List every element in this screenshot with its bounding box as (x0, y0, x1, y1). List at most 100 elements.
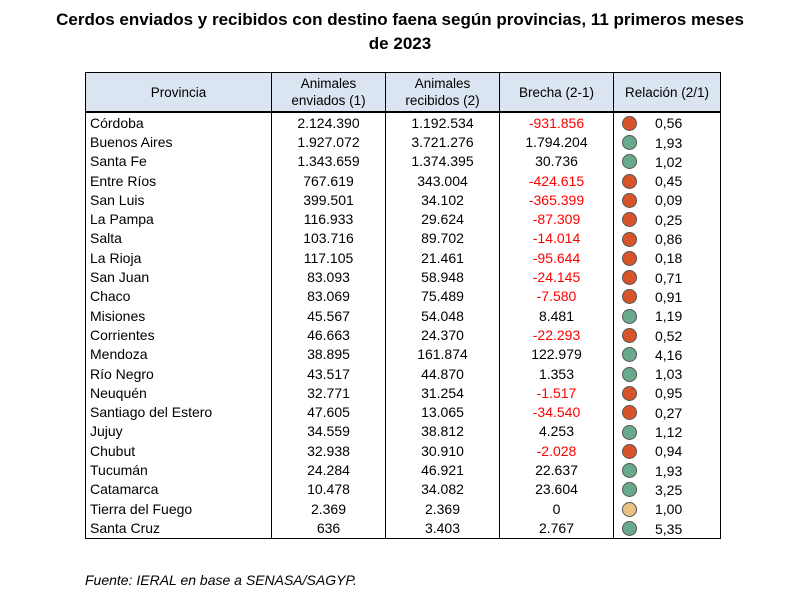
relacion-value: 0,27 (655, 404, 683, 421)
relacion-value: 5,35 (655, 520, 683, 537)
cell-brecha: -424.615 (499, 170, 614, 191)
table-row: Buenos Aires 1.927.072 3.721.276 1.794.204 1… (85, 132, 721, 152)
relacion-value: 1,00 (655, 501, 683, 518)
cell-relacion: 0,09 (613, 190, 721, 210)
cell-recibidos: 1.192.534 (385, 112, 500, 133)
cell-provincia: Jujuy (85, 421, 272, 442)
cell-recibidos: 75.489 (385, 286, 500, 306)
green-circle-icon (622, 347, 637, 363)
cell-brecha: 4.253 (499, 421, 614, 442)
cell-enviados: 43.517 (271, 363, 386, 384)
red-circle-icon (622, 173, 637, 189)
table-row: Río Negro 43.517 44.870 1.353 1,03 (85, 363, 721, 384)
cell-enviados: 38.895 (271, 344, 386, 364)
table-row: La Pampa 116.933 29.624 -87.309 0,25 (85, 209, 721, 229)
relacion-value: 1,93 (655, 134, 683, 151)
yellow-circle-icon (622, 501, 637, 517)
green-circle-icon (622, 308, 637, 324)
table-row: Tucumán 24.284 46.921 22.637 1,93 (85, 460, 721, 480)
cell-brecha: 30.736 (499, 151, 614, 171)
cell-relacion: 0,18 (613, 248, 721, 268)
cell-provincia: Neuquén (85, 383, 272, 403)
cell-provincia: Río Negro (85, 363, 272, 384)
red-circle-icon (622, 328, 637, 344)
table-row: Tierra del Fuego 2.369 2.369 0 1,00 (85, 498, 721, 519)
cell-brecha: 8.481 (499, 305, 614, 326)
cell-recibidos: 54.048 (385, 305, 500, 326)
cell-recibidos: 34.082 (385, 479, 500, 499)
cell-recibidos: 29.624 (385, 209, 500, 229)
cell-provincia: Santa Cruz (85, 518, 272, 539)
cell-provincia: Mendoza (85, 344, 272, 364)
cell-provincia: San Juan (85, 267, 272, 287)
cell-provincia: Tucumán (85, 460, 272, 480)
green-circle-icon (622, 482, 637, 498)
cell-brecha: 1.353 (499, 363, 614, 384)
cell-enviados: 83.093 (271, 267, 386, 287)
cell-provincia: San Luis (85, 190, 272, 210)
table-row: Corrientes 46.663 24.370 -22.293 0,52 (85, 325, 721, 345)
table-row: Córdoba 2.124.390 1.192.534 -931.856 0,56 (85, 112, 721, 133)
relacion-value: 0,95 (655, 385, 683, 402)
relacion-value: 3,25 (655, 481, 683, 498)
cell-provincia: Santa Fe (85, 151, 272, 171)
cell-relacion: 1,03 (613, 363, 721, 384)
cell-recibidos: 3.721.276 (385, 132, 500, 152)
cell-relacion: 1,00 (613, 498, 721, 519)
cell-brecha: 2.767 (499, 518, 614, 539)
table-row: Entre Ríos 767.619 343.004 -424.615 0,45 (85, 170, 721, 191)
cell-brecha: 22.637 (499, 460, 614, 480)
header-enviados-line1: Animales (300, 76, 357, 91)
cell-enviados: 767.619 (271, 170, 386, 191)
table-row: La Rioja 117.105 21.461 -95.644 0,18 (85, 248, 721, 268)
header-enviados-line2: enviados (1) (291, 93, 366, 108)
red-circle-icon (622, 250, 637, 266)
table-body: Córdoba 2.124.390 1.192.534 -931.856 0,56 Bue… (85, 112, 721, 539)
cell-recibidos: 46.921 (385, 460, 500, 480)
cell-provincia: Tierra del Fuego (85, 498, 272, 519)
cell-provincia: Chubut (85, 441, 272, 461)
cell-recibidos: 24.370 (385, 325, 500, 345)
cell-relacion: 1,12 (613, 421, 721, 442)
title-line-2: de 2023 (368, 34, 432, 53)
cell-relacion: 1,93 (613, 132, 721, 152)
cell-enviados: 10.478 (271, 479, 386, 499)
cell-brecha: -7.580 (499, 286, 614, 306)
cell-relacion: 4,16 (613, 344, 721, 364)
table-header-row: Provincia Animales enviados (1) Animales… (85, 72, 721, 113)
table-row: Chubut 32.938 30.910 -2.028 0,94 (85, 441, 721, 461)
cell-provincia: Corrientes (85, 325, 272, 345)
cell-enviados: 399.501 (271, 190, 386, 210)
cell-enviados: 103.716 (271, 228, 386, 249)
table-row: Santa Cruz 636 3.403 2.767 5,35 (85, 518, 721, 539)
cell-brecha: -22.293 (499, 325, 614, 345)
table-row: Santiago del Estero 47.605 13.065 -34.540 0,… (85, 402, 721, 422)
cell-brecha: -14.014 (499, 228, 614, 249)
green-circle-icon (622, 154, 637, 170)
relacion-value: 1,03 (655, 366, 683, 383)
header-recibidos-line2: recibidos (2) (405, 93, 480, 108)
red-circle-icon (622, 405, 637, 421)
cell-recibidos: 3.403 (385, 518, 500, 539)
cell-recibidos: 13.065 (385, 402, 500, 422)
cell-provincia: Salta (85, 228, 272, 249)
header-recibidos-line1: Animales (414, 76, 471, 91)
relacion-value: 0,18 (655, 250, 683, 267)
relacion-value: 0,91 (655, 288, 683, 305)
cell-enviados: 1.927.072 (271, 132, 386, 152)
header-recibidos: Animales recibidos (2) (385, 72, 500, 113)
cell-relacion: 1,19 (613, 305, 721, 326)
relacion-value: 1,19 (655, 308, 683, 325)
red-circle-icon (622, 115, 637, 131)
cell-enviados: 2.369 (271, 498, 386, 519)
cell-brecha: -1.517 (499, 383, 614, 403)
cell-enviados: 83.069 (271, 286, 386, 306)
cell-recibidos: 1.374.395 (385, 151, 500, 171)
relacion-value: 1,02 (655, 153, 683, 170)
table-row: Mendoza 38.895 161.874 122.979 4,16 (85, 344, 721, 364)
table-row: San Luis 399.501 34.102 -365.399 0,09 (85, 190, 721, 210)
cell-relacion: 1,02 (613, 151, 721, 171)
cell-brecha: 0 (499, 498, 614, 519)
cell-recibidos: 58.948 (385, 267, 500, 287)
cell-relacion: 1,93 (613, 460, 721, 480)
